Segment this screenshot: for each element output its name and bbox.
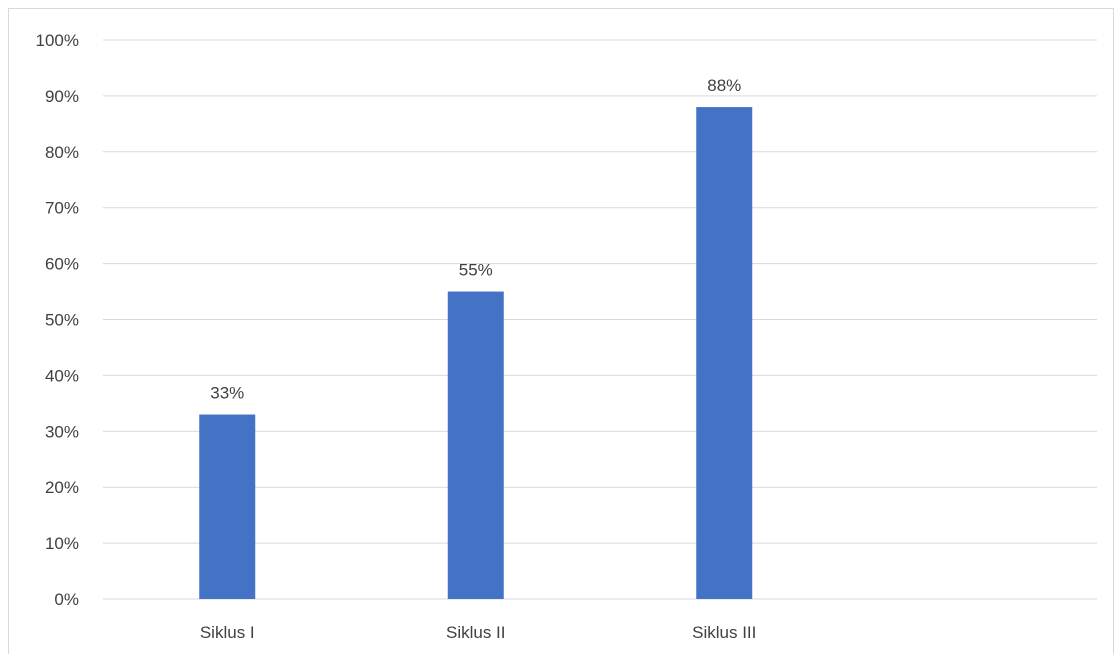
bar [199,414,256,599]
bar [447,291,504,599]
bars [199,107,753,599]
bar [696,107,753,599]
x-tick-label: Siklus II [446,623,506,642]
x-tick-label: Siklus I [200,623,255,642]
data-label: 88% [707,76,741,95]
y-tick-label: 90% [45,87,79,106]
y-tick-label: 0% [54,590,79,609]
y-tick-label: 70% [45,199,79,218]
x-tick-label: Siklus III [692,623,756,642]
y-tick-label: 10% [45,534,79,553]
data-label: 55% [459,261,493,280]
y-tick-label: 20% [45,478,79,497]
data-label: 33% [210,384,244,403]
y-axis-tick-labels: 0% 10% 20% 30% 40% 50% 60% 70% 80% 90% 100% [36,31,79,609]
data-labels: 33% 55% 88% [210,76,741,402]
x-axis-tick-labels: Siklus I Siklus II Siklus III [200,623,757,642]
y-tick-label: 30% [45,422,79,441]
y-tick-label: 80% [45,143,79,162]
y-tick-label: 100% [36,31,79,50]
chart-frame [8,8,1114,654]
gridlines [103,39,1097,600]
y-tick-label: 50% [45,311,79,330]
y-tick-label: 40% [45,366,79,385]
y-tick-label: 60% [45,255,79,274]
